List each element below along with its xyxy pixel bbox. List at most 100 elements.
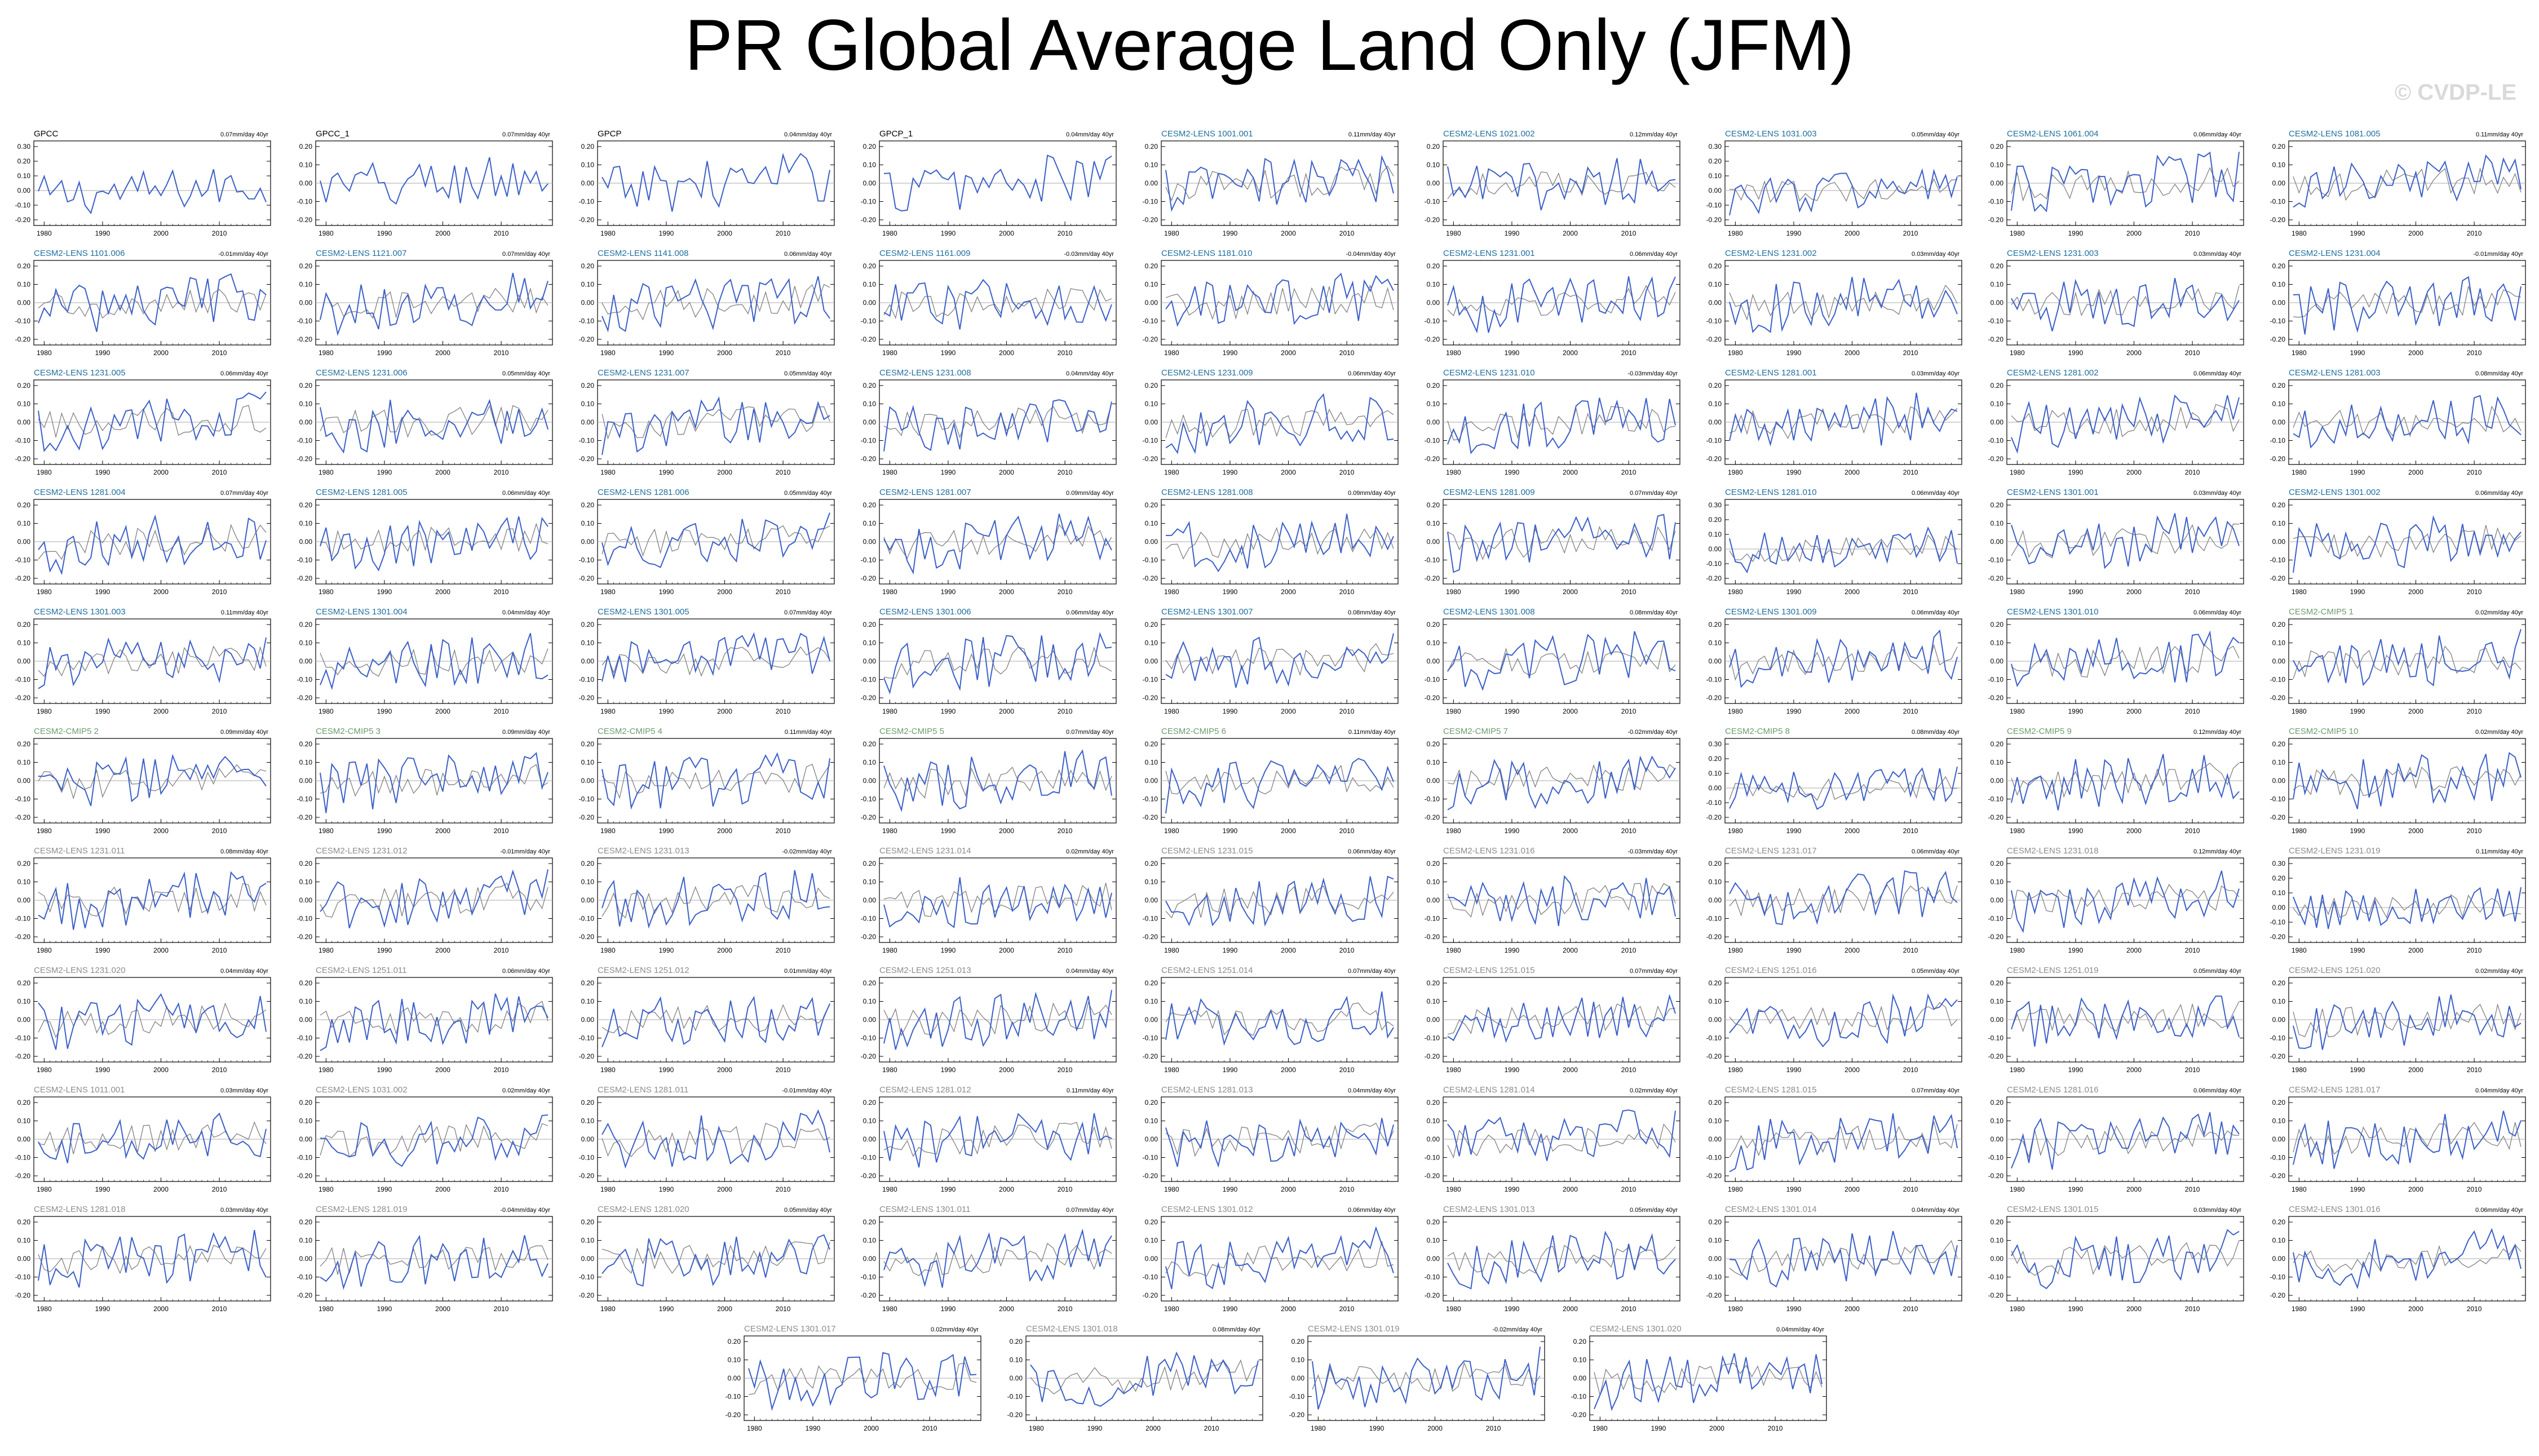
y-tick-label: 0.10	[1709, 530, 1722, 538]
panel-title: CESM2-LENS 1281.002	[2007, 368, 2099, 378]
y-tick-label: 0.00	[17, 299, 31, 307]
obs-series-line	[1729, 644, 1958, 681]
y-tick-label: 0.00	[299, 657, 313, 665]
x-tick-label: 1980	[1164, 707, 1179, 715]
x-tick-label: 1990	[2068, 229, 2084, 237]
y-tick-label: 0.20	[299, 979, 313, 987]
y-tick-label: 0.20	[1427, 740, 1440, 748]
y-tick-label: -0.10	[579, 198, 595, 206]
x-tick-label: 1980	[319, 468, 334, 476]
x-tick-label: 2010	[1339, 588, 1355, 596]
panel-title: CESM2-LENS 1231.002	[1725, 249, 1817, 258]
obs-series-line	[1447, 285, 1676, 317]
y-tick-label: -0.20	[297, 813, 313, 821]
x-tick-label: 1990	[2068, 349, 2084, 357]
y-tick-label: 0.00	[1990, 777, 2004, 785]
x-tick-label: 1990	[377, 1066, 392, 1074]
x-tick-label: 2000	[1844, 827, 1860, 835]
y-tick-label: 0.10	[1990, 998, 2004, 1006]
y-tick-label: -0.10	[1425, 1034, 1440, 1042]
member-series-line	[601, 153, 830, 212]
panel-title: CESM2-LENS 1301.009	[1725, 607, 1817, 617]
y-tick-label: -0.20	[1143, 455, 1158, 463]
panel-trend-label: -0.02mm/day 40yr	[1627, 729, 1678, 736]
x-tick-label: 1980	[319, 946, 334, 954]
obs-series-line	[1165, 408, 1394, 439]
panel-title: CESM2-LENS 1231.012	[316, 846, 408, 856]
y-tick-label: -0.20	[579, 1052, 595, 1060]
panel-trend-label: 0.11mm/day 40yr	[1348, 131, 1396, 138]
y-tick-label: -0.10	[1988, 915, 2004, 923]
x-tick-label: 1990	[95, 468, 110, 476]
member-series-line	[883, 278, 1112, 330]
x-tick-label: 2010	[1339, 229, 1355, 237]
y-tick-label: -0.20	[1988, 813, 2004, 821]
panel-trend-label: 0.06mm/day 40yr	[1066, 609, 1114, 616]
chart-panel: CESM2-LENS 1011.001 0.03mm/day 40yr 0.20 0.…	[15, 1085, 271, 1193]
y-tick-label: 0.10	[581, 400, 595, 408]
y-tick-label: 0.00	[1990, 896, 2004, 904]
x-tick-label: 2000	[999, 707, 1014, 715]
x-tick-label: 2000	[153, 946, 169, 954]
chart-panel: CESM2-LENS 1231.010 -0.03mm/day 40yr 0.20 0…	[1425, 368, 1680, 476]
x-tick-label: 2010	[1621, 588, 1636, 596]
panel-trend-label: 0.06mm/day 40yr	[2193, 131, 2241, 138]
x-tick-label: 2000	[435, 468, 450, 476]
x-tick-label: 2010	[1621, 229, 1636, 237]
y-tick-label: -0.10	[15, 795, 31, 803]
y-tick-label: -0.20	[1988, 933, 2004, 941]
chart-panel: CESM2-LENS 1061.004 0.06mm/day 40yr 0.20 0.…	[1988, 129, 2244, 237]
y-tick-label: -0.10	[15, 556, 31, 564]
panel-trend-label: 0.12mm/day 40yr	[1630, 131, 1678, 138]
chart-panel: GPCP 0.04mm/day 40yr 0.20 0.10 0.00 -0.10 -0.2…	[579, 129, 835, 237]
panel-title: CESM2-LENS 1281.010	[1725, 488, 1817, 497]
panel-trend-label: -0.04mm/day 40yr	[1346, 251, 1396, 258]
chart-panel: CESM2-LENS 1231.007 0.05mm/day 40yr 0.20 0.…	[579, 368, 835, 476]
x-tick-label: 2000	[2408, 707, 2423, 715]
x-tick-label: 2010	[494, 827, 509, 835]
y-tick-label: 0.20	[1709, 979, 1722, 987]
y-tick-label: -0.10	[2270, 1034, 2286, 1042]
panel-trend-label: 0.06mm/day 40yr	[1912, 609, 1959, 616]
y-tick-label: 0.00	[1427, 538, 1440, 546]
chart-panel: CESM2-LENS 1121.007 0.07mm/day 40yr 0.20 0.…	[297, 249, 553, 357]
y-tick-label: -0.20	[2270, 694, 2286, 702]
panel-trend-label: 0.06mm/day 40yr	[2193, 370, 2241, 377]
x-tick-label: 2000	[717, 349, 732, 357]
panel-trend-label: 0.06mm/day 40yr	[2475, 490, 2523, 497]
y-tick-label: 0.00	[1990, 299, 2004, 307]
x-tick-label: 2010	[494, 707, 509, 715]
chart-panel: CESM2-CMIP5 8 0.08mm/day 40yr 0.30 0.20 0.10…	[1706, 727, 1962, 835]
x-tick-label: 1980	[882, 229, 897, 237]
x-tick-label: 2010	[2467, 827, 2482, 835]
obs-series-line	[1447, 525, 1676, 560]
chart-panel: CESM2-LENS 1301.010 0.06mm/day 40yr 0.20 0.…	[1988, 607, 2244, 715]
x-tick-label: 1990	[95, 229, 110, 237]
panel-trend-label: 0.09mm/day 40yr	[502, 729, 550, 736]
y-tick-label: 0.20	[2272, 979, 2286, 987]
y-tick-label: 0.10	[299, 400, 313, 408]
y-tick-label: -0.10	[1143, 556, 1158, 564]
y-tick-label: 0.00	[299, 1016, 313, 1024]
chart-panel: CESM2-CMIP5 9 0.12mm/day 40yr 0.20 0.10 0.00…	[1988, 727, 2244, 835]
y-tick-label: -0.20	[2270, 1052, 2286, 1060]
chart-panel: CESM2-LENS 1231.003 0.03mm/day 40yr 0.20 0.…	[1988, 249, 2244, 357]
obs-series-line	[320, 647, 549, 677]
y-tick-label: 0.00	[17, 538, 31, 546]
chart-panel: CESM2-LENS 1231.001 0.06mm/day 40yr 0.20 0.…	[1425, 249, 1680, 357]
panel-trend-label: 0.12mm/day 40yr	[2193, 848, 2241, 855]
y-tick-label: -0.20	[861, 455, 877, 463]
chart-panel: CESM2-LENS 1251.019 0.05mm/day 40yr 0.20 0.…	[1988, 966, 2244, 1074]
chart-panel: CESM2-CMIP5 3 0.09mm/day 40yr 0.20 0.10 0.00…	[297, 727, 553, 835]
y-tick-label: -0.10	[579, 317, 595, 325]
x-tick-label: 2010	[1621, 707, 1636, 715]
chart-panel: CESM2-CMIP5 10 0.02mm/day 40yr 0.20 0.10 0.0…	[2270, 727, 2526, 835]
x-tick-label: 1990	[1786, 468, 1802, 476]
y-tick-label: 0.00	[299, 777, 313, 785]
y-tick-label: 0.00	[863, 1016, 877, 1024]
y-tick-label: -0.10	[15, 437, 31, 445]
x-tick-label: 1980	[37, 468, 52, 476]
panel-title: CESM2-LENS 1031.003	[1725, 129, 1817, 139]
x-tick-label: 1990	[2068, 827, 2084, 835]
chart-panel: CESM2-CMIP5 4 0.11mm/day 40yr 0.20 0.10 0.00…	[579, 727, 835, 835]
